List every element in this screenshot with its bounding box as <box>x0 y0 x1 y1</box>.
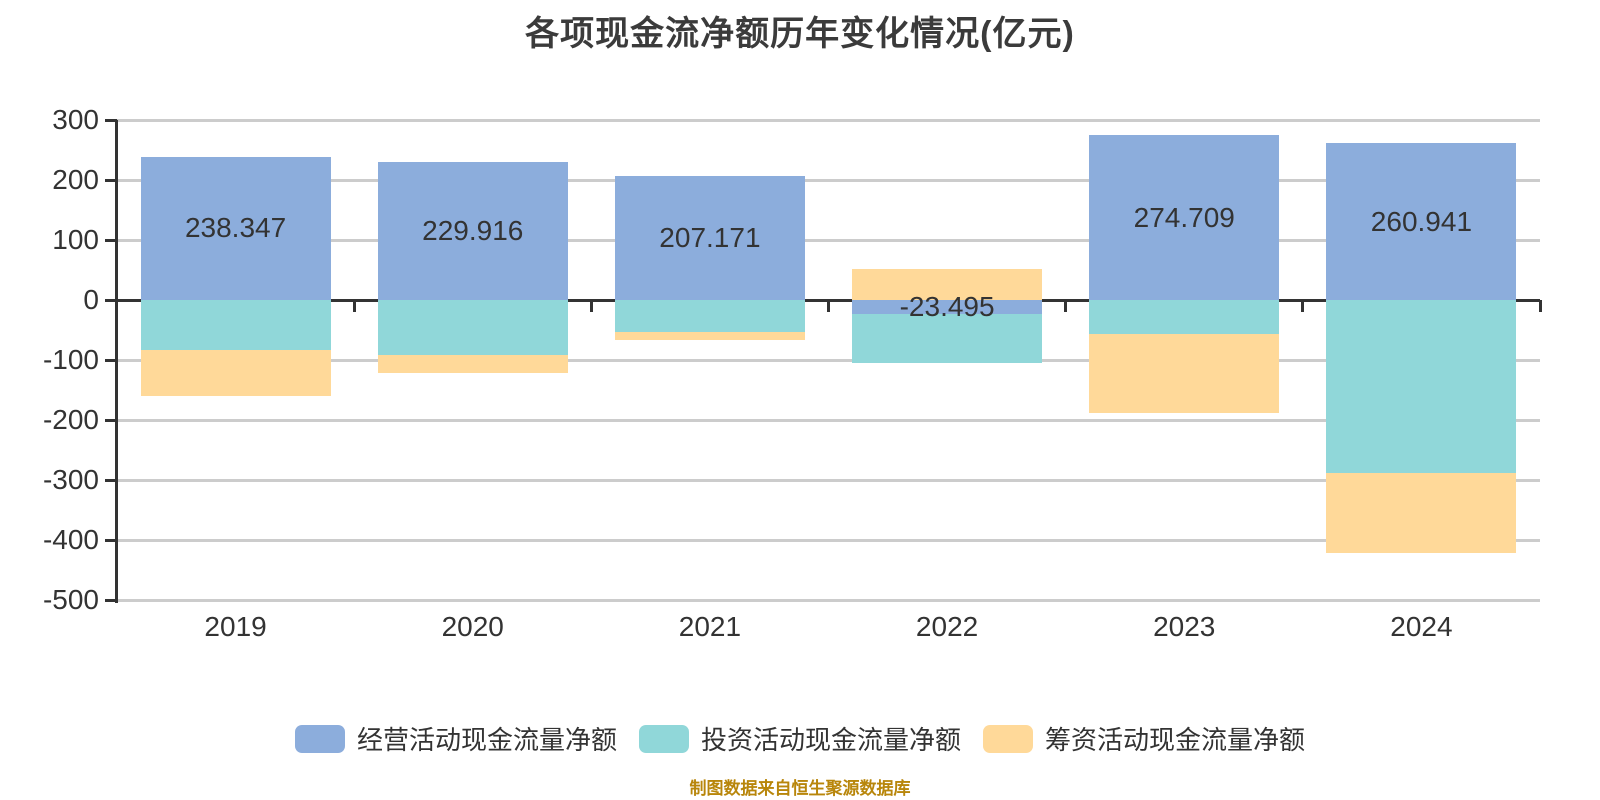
y-axis-tick <box>105 238 117 242</box>
y-axis-label: 200 <box>52 164 99 195</box>
bar-segment-2021-series1[interactable] <box>614 300 805 332</box>
x-axis-label-2020: 2020 <box>441 611 504 642</box>
y-axis-tick <box>105 598 117 602</box>
y-axis-tick <box>105 178 117 182</box>
y-axis-tick <box>105 478 117 482</box>
y-axis-label: -300 <box>42 464 99 495</box>
bar-segment-2021-series0[interactable] <box>614 175 805 300</box>
bar-segment-2023-series1[interactable] <box>1089 300 1280 335</box>
gridline <box>117 538 1540 542</box>
y-axis-tick <box>105 118 117 122</box>
y-axis-tick <box>105 418 117 422</box>
y-axis-tick <box>105 358 117 362</box>
bar-segment-2019-series0[interactable] <box>140 156 331 300</box>
bar-segment-2021-series2[interactable] <box>614 331 805 340</box>
bar-value-label: 260.941 <box>1370 205 1473 237</box>
legend-label: 筹资活动现金流量净额 <box>1045 725 1306 755</box>
x-axis-tick <box>827 300 830 312</box>
y-axis-tick <box>105 538 117 542</box>
gridline <box>117 238 1540 242</box>
x-axis-label-2019: 2019 <box>204 611 267 642</box>
bar-segment-2023-series0[interactable] <box>1089 135 1280 300</box>
y-axis-line <box>115 120 118 603</box>
x-axis-tick <box>352 300 356 312</box>
bar-segment-2022-series2[interactable] <box>852 268 1043 300</box>
x-axis-tick <box>589 300 593 312</box>
legend: 经营活动现金流量净额 投资活动现金流量净额 筹资活动现金流量净额 <box>0 720 1600 757</box>
y-axis-label: -100 <box>42 344 99 375</box>
bar-segment-2024-series0[interactable] <box>1326 143 1517 300</box>
bar-value-label: 207.171 <box>659 221 761 253</box>
x-axis-label-2024: 2024 <box>1390 611 1453 642</box>
bar-segment-2022-series0[interactable] <box>852 300 1043 315</box>
bar-segment-2023-series2[interactable] <box>1089 334 1280 414</box>
y-axis-label: -500 <box>42 584 99 615</box>
legend-item-0[interactable]: 经营活动现金流量净额 <box>294 720 617 757</box>
gridline <box>117 478 1540 482</box>
bar-value-label: -23.495 <box>899 291 995 323</box>
legend-item-2[interactable]: 筹资活动现金流量净额 <box>983 720 1305 757</box>
legend-swatch-icon <box>294 724 345 753</box>
y-axis-label: 300 <box>52 104 99 135</box>
bar-value-label: 274.709 <box>1133 201 1235 233</box>
gridline <box>117 178 1540 182</box>
chart-title: 各项现金流净额历年变化情况(亿元) <box>525 15 1075 53</box>
x-axis-tick <box>1538 300 1542 312</box>
source-caption: 制图数据来自恒生聚源数据库 <box>689 779 911 798</box>
y-axis-label: -400 <box>42 524 99 555</box>
x-axis-label-2023: 2023 <box>1153 611 1216 642</box>
x-axis-tick <box>1064 300 1068 312</box>
gridline <box>117 418 1540 422</box>
bar-segment-2024-series1[interactable] <box>1326 300 1517 474</box>
bar-segment-2020-series0[interactable] <box>377 162 568 300</box>
x-axis-label-2021: 2021 <box>678 611 742 642</box>
x-axis-tick <box>1301 300 1305 312</box>
legend-label: 经营活动现金流量净额 <box>356 725 617 755</box>
plot-area: 238.347 229.916 207.171 -23.495 274.709 260.9… <box>117 118 1542 602</box>
bar-segment-2024-series2[interactable] <box>1326 473 1517 553</box>
bar-segment-2022-series1[interactable] <box>852 314 1043 364</box>
bar-segment-2019-series1[interactable] <box>140 300 331 350</box>
y-axis-label: -200 <box>42 404 99 435</box>
bar-value-label: 229.916 <box>422 215 524 247</box>
x-axis-label-2022: 2022 <box>915 611 979 642</box>
gridline <box>117 118 1540 122</box>
y-axis-tick <box>105 298 117 302</box>
legend-swatch-icon <box>638 724 689 753</box>
legend-item-1[interactable]: 投资活动现金流量净额 <box>638 720 961 757</box>
legend-label: 投资活动现金流量净额 <box>700 725 961 755</box>
bar-segment-2020-series1[interactable] <box>377 300 568 356</box>
bar-segment-2020-series2[interactable] <box>377 355 568 374</box>
gridline <box>117 358 1540 362</box>
y-axis-label: 100 <box>52 224 99 255</box>
bar-segment-2019-series2[interactable] <box>140 349 331 396</box>
y-axis-label: 0 <box>83 284 99 315</box>
bar-value-label: 238.347 <box>184 212 287 244</box>
legend-swatch-icon <box>983 724 1033 753</box>
gridline <box>117 598 1540 602</box>
